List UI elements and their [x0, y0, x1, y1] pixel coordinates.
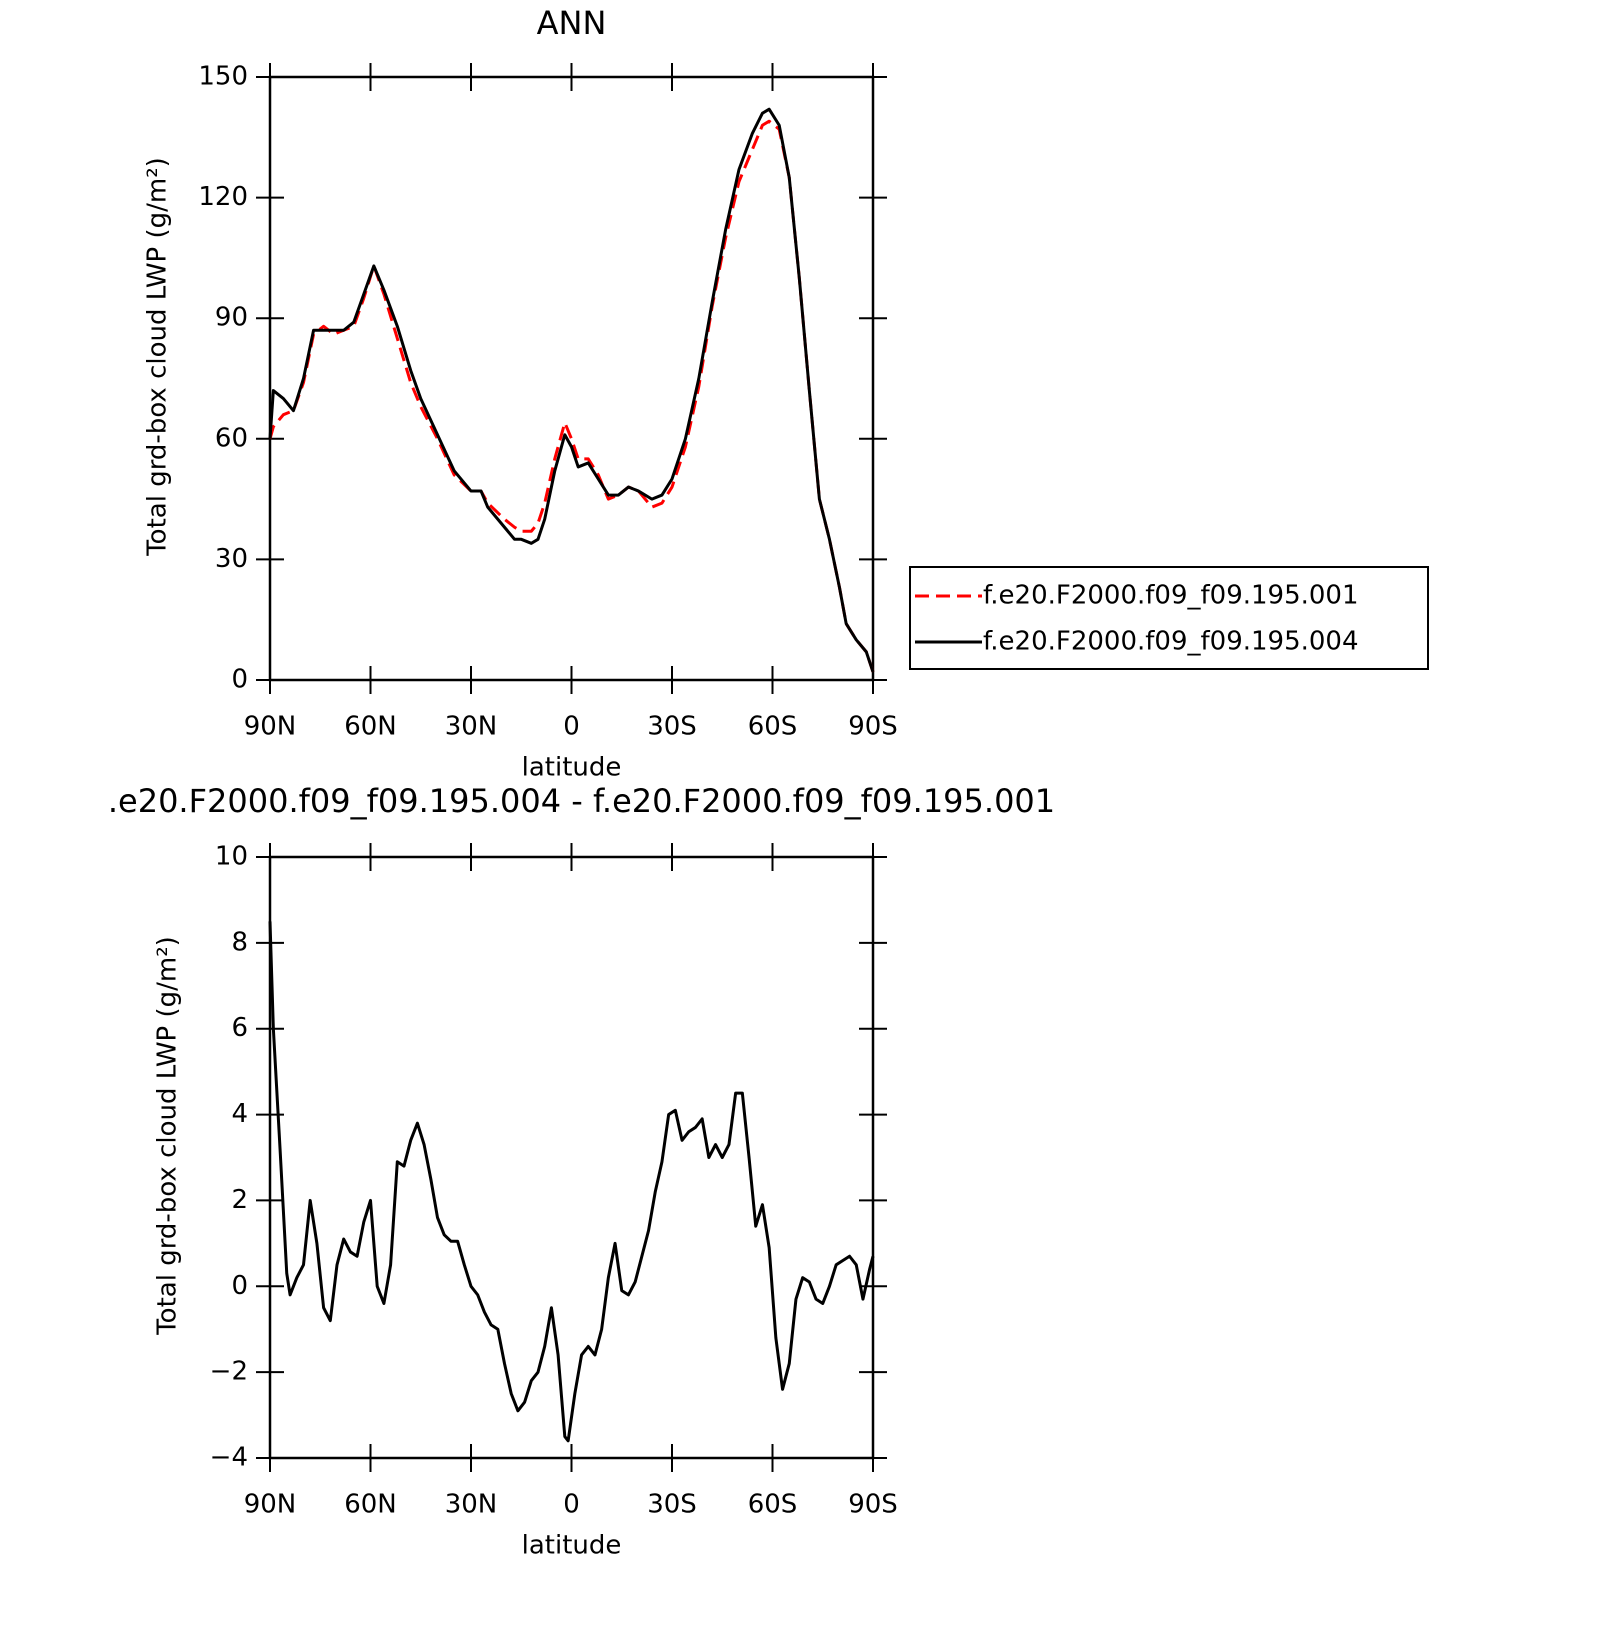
y-tick-label: 30	[215, 544, 248, 574]
y-tick-label: −4	[210, 1443, 248, 1473]
y-tick-label: 150	[198, 62, 248, 92]
legend-label: f.e20.F2000.f09_f09.195.001	[983, 581, 1359, 611]
x-tick-label: 30N	[445, 712, 498, 742]
y-tick-label: −2	[210, 1357, 248, 1387]
legend-label: f.e20.F2000.f09_f09.195.004	[983, 627, 1359, 657]
y-tick-label: 90	[215, 303, 248, 333]
data-line	[268, 921, 875, 1443]
x-tick-label: 30S	[647, 712, 697, 742]
x-tick-label: 60N	[344, 1490, 397, 1520]
x-tick-label: 90N	[244, 1490, 297, 1520]
plot-frame	[268, 855, 875, 1460]
x-tick-label: 0	[563, 712, 580, 742]
legend-box	[909, 566, 1429, 670]
y-tick-label: 60	[215, 423, 248, 453]
y-tick-label: 0	[231, 665, 248, 695]
y-tick-label: 10	[215, 842, 248, 872]
x-tick-label: 60S	[748, 712, 798, 742]
x-tick-label: 60S	[748, 1490, 798, 1520]
y-tick-label: 0	[231, 1271, 248, 1301]
y-tick-label: 6	[231, 1013, 248, 1043]
x-tick-label: 90S	[848, 1490, 898, 1520]
chart-title: .e20.F2000.f09_f09.195.004 - f.e20.F2000…	[108, 782, 1055, 820]
x-axis-label: latitude	[522, 753, 622, 783]
x-tick-label: 30N	[445, 1490, 498, 1520]
plot-frame	[268, 75, 875, 682]
x-tick-label: 0	[563, 1490, 580, 1520]
y-tick-label: 2	[231, 1185, 248, 1215]
y-tick-label: 120	[198, 182, 248, 212]
y-axis-label: Total grd-box cloud LWP (g/m²)	[143, 157, 173, 557]
chart-title: ANN	[537, 4, 607, 42]
y-tick-label: 4	[231, 1099, 248, 1129]
x-tick-label: 90S	[848, 712, 898, 742]
y-tick-label: 8	[231, 927, 248, 957]
data-line	[268, 107, 875, 673]
y-axis-label: Total grd-box cloud LWP (g/m²)	[153, 936, 183, 1336]
x-tick-label: 30S	[647, 1490, 697, 1520]
data-line	[268, 119, 875, 673]
x-tick-label: 90N	[244, 712, 297, 742]
x-tick-label: 60N	[344, 712, 397, 742]
x-axis-label: latitude	[522, 1531, 622, 1561]
